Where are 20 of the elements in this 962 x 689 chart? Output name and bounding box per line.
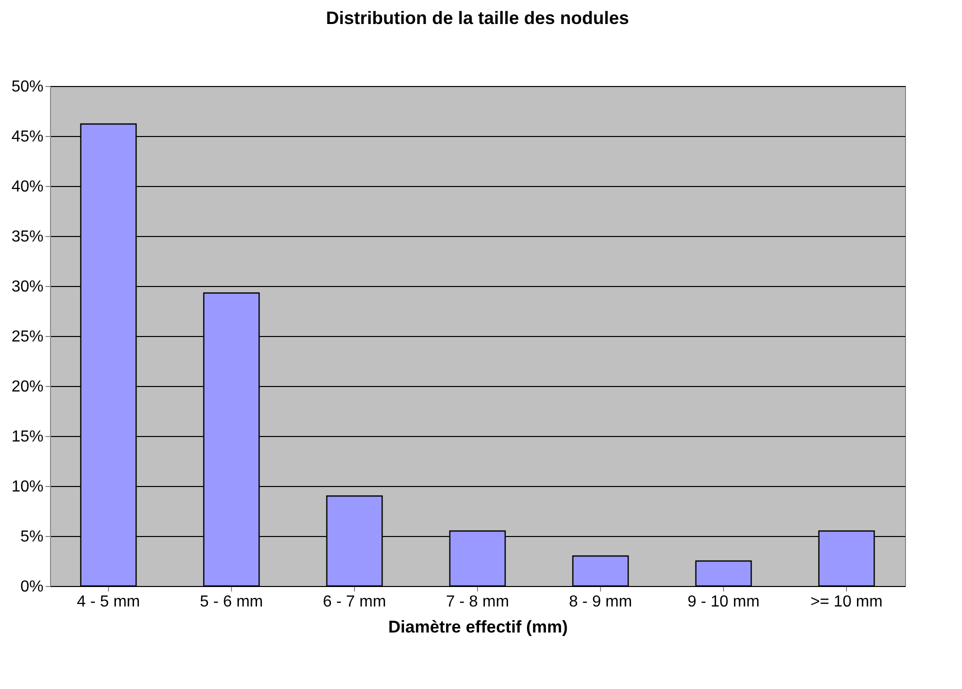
- y-tick-label: 25%: [11, 328, 44, 346]
- y-tick-label: 40%: [11, 178, 44, 196]
- x-tick-label: 8 - 9 mm: [568, 594, 632, 610]
- x-tick-label: 7 - 8 mm: [446, 594, 510, 610]
- y-tick-label: 0%: [20, 578, 44, 596]
- x-tick-label: 6 - 7 mm: [322, 594, 386, 610]
- y-tick-label: 5%: [20, 528, 44, 546]
- x-axis-title: Diamètre effectif (mm): [388, 618, 568, 636]
- chart-title: Distribution de la taille des nodules: [326, 8, 630, 28]
- x-tick-label: >= 10 mm: [810, 594, 883, 610]
- y-tick-label: 10%: [11, 478, 44, 496]
- x-tick-label: 4 - 5 mm: [76, 594, 140, 610]
- y-tick-label: 30%: [11, 278, 44, 296]
- y-tick-label: 45%: [11, 128, 44, 146]
- y-tick-label: 15%: [11, 428, 44, 446]
- x-tick-label: 9 - 10 mm: [688, 594, 760, 610]
- y-tick-label: 50%: [11, 78, 44, 96]
- y-tick-label: 35%: [11, 228, 44, 246]
- x-tick-label: 5 - 6 mm: [200, 594, 264, 610]
- y-tick-label: 20%: [11, 378, 44, 396]
